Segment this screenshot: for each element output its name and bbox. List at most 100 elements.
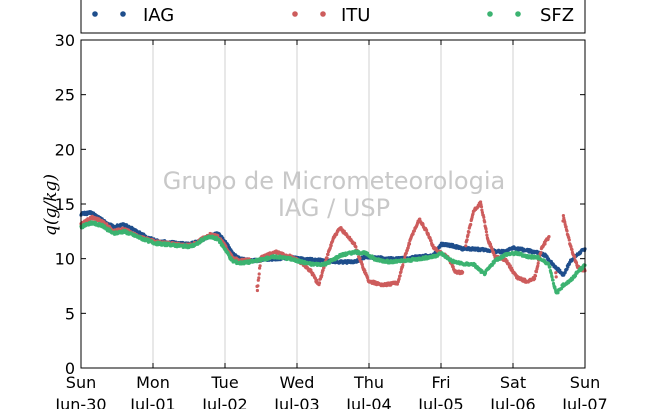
x-tick-label-day: Wed xyxy=(280,373,315,392)
x-gridlines xyxy=(152,40,514,368)
legend: IAG ITU SFZ xyxy=(92,5,574,26)
series-point xyxy=(485,233,489,237)
series-point xyxy=(464,244,468,248)
x-tick-label-day: Fri xyxy=(431,373,450,392)
x-tick-label-date: Jul-01 xyxy=(129,395,175,409)
series-point xyxy=(536,261,540,265)
series-point xyxy=(543,242,547,246)
legend-box xyxy=(80,0,586,34)
legend-marker xyxy=(292,11,298,17)
series-point xyxy=(325,256,329,260)
series-point xyxy=(561,214,566,218)
series-point xyxy=(549,271,553,275)
series-point xyxy=(257,272,261,276)
x-tick-label-date: Jul-07 xyxy=(561,395,607,409)
series-point xyxy=(411,232,415,236)
x-tick-label-date: Jun-30 xyxy=(54,395,106,409)
series-point xyxy=(480,210,484,215)
y-tick-label: 5 xyxy=(65,304,75,323)
series-point xyxy=(484,230,488,234)
series-point xyxy=(563,220,567,224)
series-point xyxy=(397,277,401,281)
series-point xyxy=(354,245,358,249)
legend-marker xyxy=(320,11,326,17)
series-point xyxy=(399,270,403,274)
series-point xyxy=(508,264,512,268)
series-point xyxy=(573,255,577,259)
series-point xyxy=(565,229,569,233)
series-point xyxy=(398,274,402,278)
series-point xyxy=(317,281,322,285)
series-point xyxy=(425,228,429,232)
y-tick-label: 30 xyxy=(55,31,75,50)
series-point xyxy=(554,271,558,275)
series-point xyxy=(482,215,486,219)
series-point xyxy=(258,264,262,268)
y-tick-label: 25 xyxy=(55,86,75,105)
series-point xyxy=(321,268,325,272)
series-point xyxy=(483,220,487,224)
series-point xyxy=(353,241,357,245)
series-point xyxy=(480,208,484,212)
x-tick-label-day: Tue xyxy=(210,373,238,392)
series-point xyxy=(488,242,493,246)
series-point xyxy=(533,274,538,278)
series-point xyxy=(547,235,551,239)
series-point xyxy=(469,222,473,227)
series-point xyxy=(467,230,471,234)
series-point xyxy=(533,277,537,281)
y-tick-label: 15 xyxy=(55,195,75,214)
legend-marker xyxy=(92,11,98,17)
series-point xyxy=(471,212,475,216)
series-point xyxy=(363,269,367,273)
watermark-line-1: Grupo de Micrometeorologia xyxy=(163,167,505,195)
legend-marker xyxy=(515,11,521,17)
x-tick-label-day: Thu xyxy=(353,373,384,392)
series-point xyxy=(563,270,567,275)
series-point xyxy=(465,238,469,242)
series-point xyxy=(564,225,568,229)
series-point xyxy=(551,278,555,282)
series-point xyxy=(358,256,362,260)
series-point xyxy=(256,284,260,288)
series-point xyxy=(407,242,412,246)
legend-marker xyxy=(487,11,493,17)
y-tick-label: 20 xyxy=(55,140,75,159)
series-point xyxy=(466,233,470,237)
series-point xyxy=(461,270,465,274)
series-point xyxy=(550,275,554,279)
x-tick-label-date: Jul-06 xyxy=(489,395,535,409)
series-point xyxy=(315,278,319,282)
series-point xyxy=(569,245,573,249)
series-point xyxy=(573,274,578,278)
series-point xyxy=(567,238,571,242)
y-tick-label: 0 xyxy=(65,359,75,378)
legend-marker xyxy=(120,11,126,17)
x-tick-label-day: Sun xyxy=(66,373,96,392)
series-point xyxy=(484,227,488,231)
series-point xyxy=(536,254,540,259)
series-point xyxy=(479,200,483,204)
series-point xyxy=(326,252,330,257)
x-tick-label-day: Mon xyxy=(136,373,170,392)
legend-label-sfz: SFZ xyxy=(540,5,574,26)
series-point xyxy=(418,217,422,221)
x-tick-label-date: Jul-03 xyxy=(273,395,319,409)
series-point xyxy=(566,265,570,269)
series-point xyxy=(534,270,539,274)
data-series xyxy=(79,200,587,295)
series-point xyxy=(548,265,552,269)
series-point xyxy=(255,288,259,293)
series-point xyxy=(404,251,408,255)
x-tick-label-date: Jul-04 xyxy=(345,395,391,409)
legend-label-itu: ITU xyxy=(341,5,370,26)
series-point xyxy=(429,239,433,243)
series-point xyxy=(539,251,543,255)
series-point xyxy=(401,263,405,267)
y-axis-label: q(g/kg) xyxy=(41,174,61,236)
series-point xyxy=(558,268,562,272)
series-point xyxy=(556,291,560,295)
series-point xyxy=(329,243,333,248)
watermark-line-2: IAG / USP xyxy=(278,194,390,222)
